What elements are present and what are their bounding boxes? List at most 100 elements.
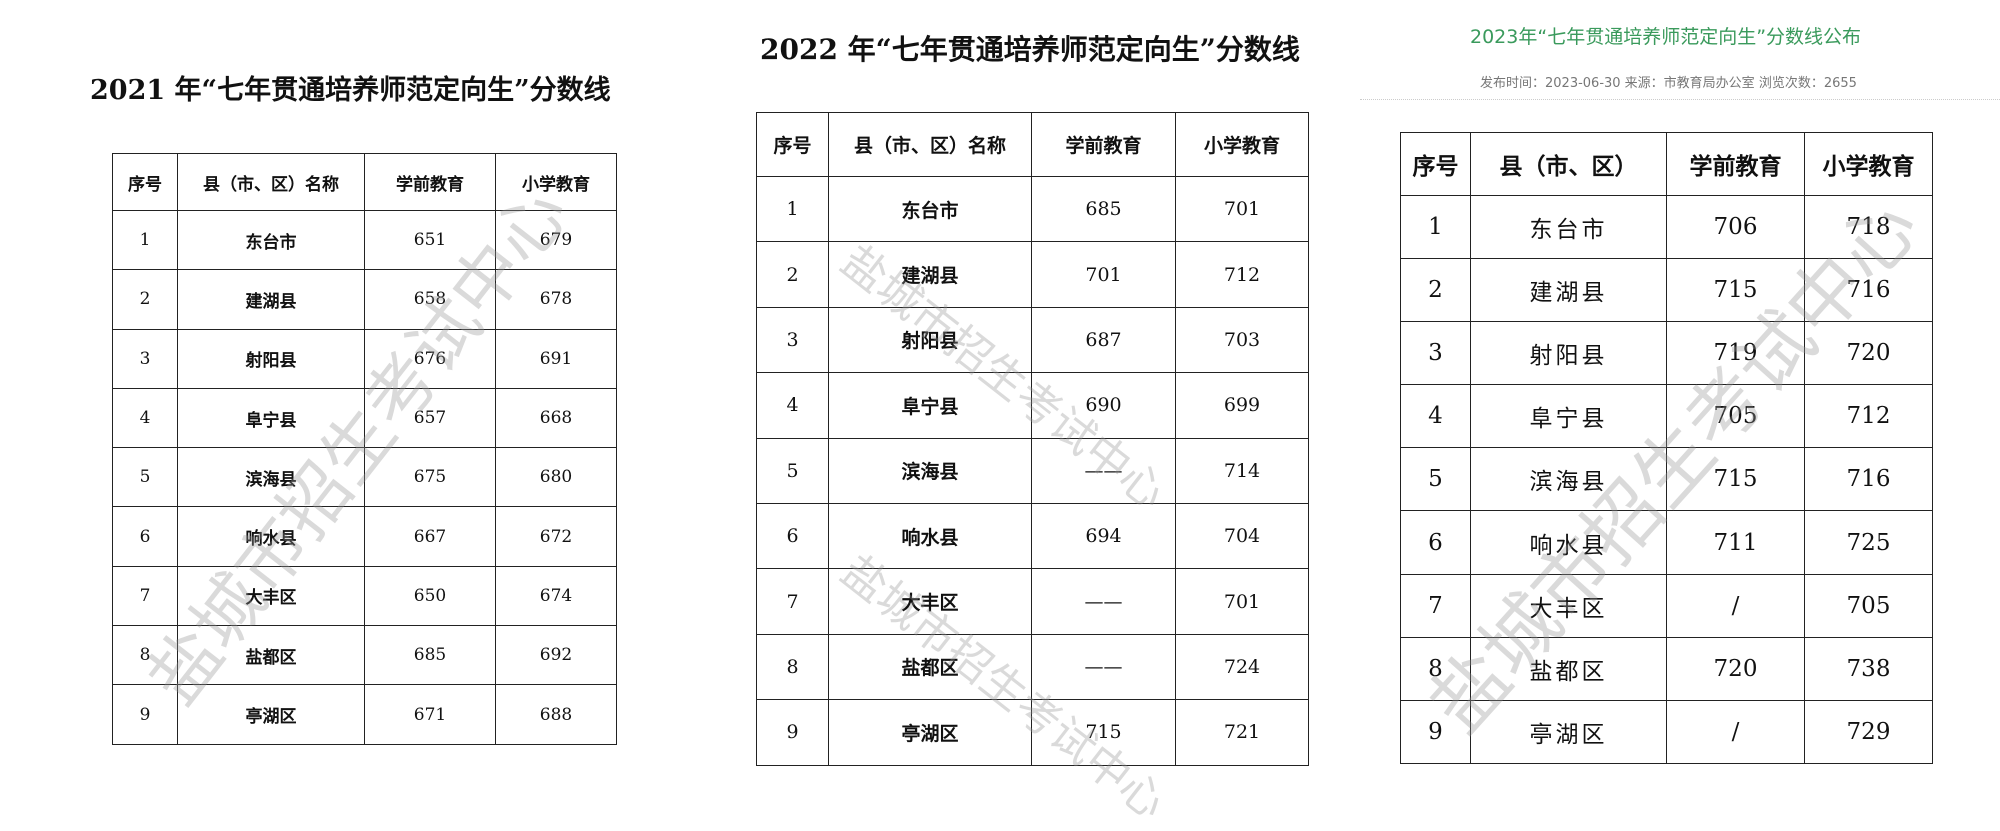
primary-score: 691 [495,328,617,389]
preschool-score: 715 [1666,447,1805,512]
primary-score: 724 [1175,633,1309,701]
column-header: 县（市、区） [1470,132,1667,196]
primary-score: 704 [1175,502,1309,570]
county-name: 阜宁县 [1470,384,1667,449]
row-index: 8 [112,625,178,686]
table-row: 6 响水县 667 672 [112,506,617,567]
county-name: 盐都区 [828,633,1032,701]
preschool-score: 685 [364,625,496,686]
table-row: 2 建湖县 715 716 [1400,258,1933,323]
title-2021: 2021 年“七年贯通培养师范定向生”分数线 [90,75,611,106]
row-index: 8 [1400,636,1471,701]
column-header: 县（市、区）名称 [177,153,365,211]
row-index: 7 [1400,573,1471,638]
preschool-score: 667 [364,506,496,567]
row-index: 9 [112,684,178,745]
primary-score: 720 [1804,321,1933,386]
preschool-score: —— [1031,568,1176,635]
county-name: 亭湖区 [828,699,1032,766]
row-index: 1 [1400,194,1471,260]
primary-score: 672 [495,506,617,567]
preschool-score: —— [1031,437,1176,504]
row-index: 3 [1400,321,1471,386]
primary-score: 712 [1804,384,1933,449]
primary-score: 692 [495,625,617,686]
row-index: 4 [1400,384,1471,449]
preschool-score: 715 [1666,258,1805,323]
column-header: 序号 [1400,132,1471,196]
primary-score: 668 [495,387,617,449]
county-name: 射阳县 [828,306,1032,374]
table-row: 8 盐都区 720 738 [1400,636,1933,701]
column-header: 序号 [756,112,829,177]
county-name: 阜宁县 [177,387,365,449]
title-2022: 2022 年“七年贯通培养师范定向生”分数线 [760,33,1300,66]
county-name: 大丰区 [1470,573,1667,638]
table-row: 9 亭湖区/729 [1400,699,1933,764]
primary-score: 725 [1804,510,1933,575]
table-row: 7 大丰区/705 [1400,573,1933,638]
score-table-2022: 序号 县（市、区）名称 学前教育 小学教育 1 东台市 685 701 2 建湖县 701 712 3 射… [756,112,1309,766]
primary-score: 680 [495,447,617,508]
score-table-2021: 序号 县（市、区）名称 学前教育 小学教育 1 东台市 651 679 2 建湖县 658 678 3 射… [112,153,617,745]
county-name: 滨海县 [828,437,1032,504]
row-index: 7 [756,568,829,635]
county-name: 亭湖区 [1470,699,1667,764]
county-name: 东台市 [177,209,365,271]
score-table-2023: 序号 县（市、区） 学前教育 小学教育 1 东台市 706 718 2 建湖县 715 716 3 射阳县… [1400,132,1933,764]
primary-score: 712 [1175,241,1309,308]
table-row: 3 射阳县 687 703 [756,306,1309,374]
table-row: 8 盐都区 685 692 [112,625,617,686]
row-index: 5 [1400,447,1471,512]
row-index: 5 [756,437,829,504]
table-row: 1 东台市 651 679 [112,209,617,271]
preschool-score: 671 [364,684,496,745]
column-header: 学前教育 [364,153,496,211]
table-row: 9 亭湖区 671 688 [112,684,617,745]
primary-score: 729 [1804,699,1933,764]
row-index: 3 [756,306,829,374]
county-name: 建湖县 [1470,258,1667,323]
header-row: 序号 县（市、区） 学前教育 小学教育 [1400,132,1933,196]
preschool-score: / [1666,699,1805,764]
preschool-score: 650 [364,565,496,627]
table-row: 3 射阳县 676 691 [112,328,617,389]
column-header: 小学教育 [1175,112,1309,177]
primary-score: 674 [495,565,617,627]
column-header: 学前教育 [1666,132,1805,196]
preschool-score: 676 [364,328,496,389]
primary-score: 718 [1804,194,1933,260]
row-index: 1 [112,209,178,271]
header-row: 序号 县（市、区）名称 学前教育 小学教育 [112,153,617,211]
preschool-score: 658 [364,269,496,330]
county-name: 滨海县 [1470,447,1667,512]
primary-score: 721 [1175,699,1309,766]
table-row: 7 大丰区 650 674 [112,565,617,627]
preschool-score: —— [1031,633,1176,701]
county-name: 建湖县 [828,241,1032,308]
row-index: 9 [756,699,829,766]
table-row: 6 响水县 711 725 [1400,510,1933,575]
column-header: 小学教育 [495,153,617,211]
preschool-score: 694 [1031,502,1176,570]
table-row: 2 建湖县 701 712 [756,241,1309,308]
county-name: 盐都区 [1470,636,1667,701]
column-header: 序号 [112,153,178,211]
preschool-score: 687 [1031,306,1176,374]
preschool-score: 715 [1031,699,1176,766]
article-meta: 发布时间：2023-06-30 来源：市教育局办公室 浏览次数：2655 [1480,76,1857,91]
primary-score: 688 [495,684,617,745]
table-row: 5 滨海县 —— 714 [756,437,1309,504]
table-row: 7 大丰区 —— 701 [756,568,1309,635]
primary-score: 699 [1175,372,1309,439]
county-name: 响水县 [177,506,365,567]
row-index: 1 [756,175,829,243]
preschool-score: 711 [1666,510,1805,575]
primary-score: 716 [1804,258,1933,323]
county-name: 大丰区 [828,568,1032,635]
row-index: 2 [112,269,178,330]
preschool-score: 651 [364,209,496,271]
row-index: 7 [112,565,178,627]
row-index: 4 [756,372,829,439]
table-row: 6 响水县 694 704 [756,502,1309,570]
